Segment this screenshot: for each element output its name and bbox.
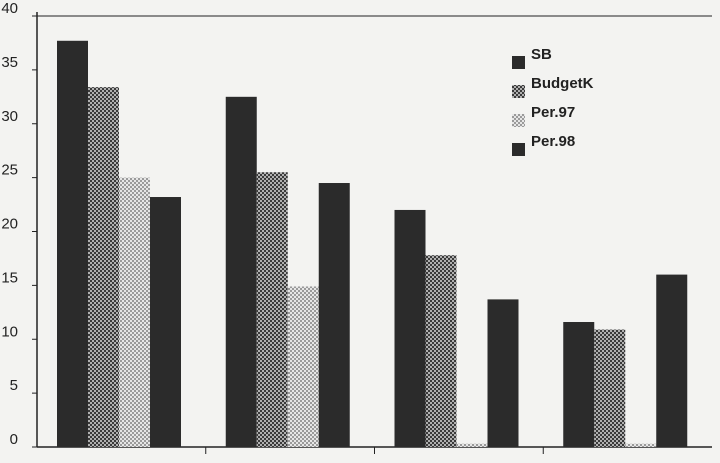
bar-sb [563, 322, 595, 447]
bar-sb [394, 209, 426, 447]
bar-per-98 [656, 274, 688, 447]
y-tick-label: 15 [1, 269, 18, 286]
legend-swatch [512, 114, 525, 127]
legend-label: Per.98 [531, 133, 575, 150]
bar-per-97 [119, 177, 150, 447]
bar-budgetk [594, 329, 626, 447]
bar-per-97 [625, 443, 657, 447]
legend-label: Per.97 [531, 104, 575, 121]
bars [57, 40, 688, 448]
legend: SB BudgetK Per.97 Per.98 [512, 46, 594, 156]
bar-per-98 [318, 183, 350, 447]
bar-per-97 [456, 443, 488, 447]
legend-label: BudgetK [531, 75, 594, 92]
legend-swatch [512, 56, 525, 69]
legend-swatch [512, 85, 525, 98]
bar-budgetk [88, 87, 119, 448]
legend-swatch [512, 143, 525, 156]
y-tick-label: 10 [1, 323, 18, 340]
y-tick-label: 30 [1, 108, 18, 125]
bar-budgetk [425, 255, 457, 447]
y-tick-label: 0 [10, 431, 18, 448]
y-tick-label: 35 [1, 54, 18, 71]
bar-sb [225, 96, 257, 447]
y-tick-label: 25 [1, 162, 18, 179]
bar-per-97 [287, 286, 319, 447]
bar-budgetk [256, 172, 288, 448]
bar-per-98 [150, 197, 181, 447]
legend-label: SB [531, 46, 552, 63]
y-tick-label: 40 [1, 0, 18, 17]
y-tick-label: 5 [10, 377, 18, 394]
bar-per-98 [487, 299, 519, 447]
bar-sb [57, 40, 88, 447]
y-tick-label: 20 [1, 216, 18, 233]
